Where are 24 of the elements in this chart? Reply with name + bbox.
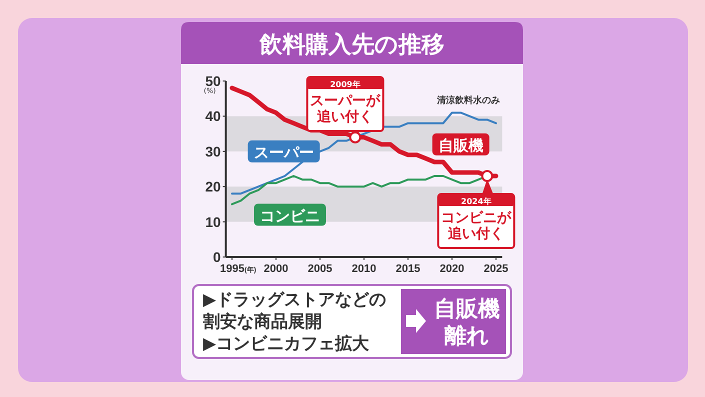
x-tick-label: 2000 [264, 263, 288, 275]
chart-title: 飲料購入先の推移 [258, 32, 444, 58]
series-label: コンビニ [260, 206, 320, 225]
annotation: 2009年 [330, 80, 360, 89]
text: 自販機離れ [434, 297, 500, 349]
annotation: 2024年 [461, 197, 492, 206]
series-label: 自販機 [438, 136, 484, 154]
x-tick-label: 2020 [440, 263, 464, 275]
y-tick-label: 50 [205, 73, 222, 89]
text: ▶ドラッグストアなどの割安な商品展開 [202, 290, 386, 332]
x-tick-label: 2025 [484, 263, 508, 275]
x-tick-label: 2005 [308, 263, 332, 275]
y-tick-label: 0 [213, 249, 222, 265]
y-tick-label: 20 [205, 178, 222, 195]
x-tick-label: 2010 [352, 263, 376, 275]
series-label: スーパー [254, 143, 314, 162]
y-tick-label: 40 [205, 108, 222, 124]
y-tick-label: 10 [205, 214, 222, 230]
annotation: スーパーが追い付く [310, 93, 382, 125]
annotation: 清涼飲料水のみ [436, 95, 500, 106]
x-tick-label: 2015 [396, 263, 420, 275]
text: ▶コンビニカフェ拡大 [203, 334, 370, 354]
y-tick-label: 30 [205, 143, 222, 160]
annotation: コンビニが追い付く [441, 210, 512, 242]
